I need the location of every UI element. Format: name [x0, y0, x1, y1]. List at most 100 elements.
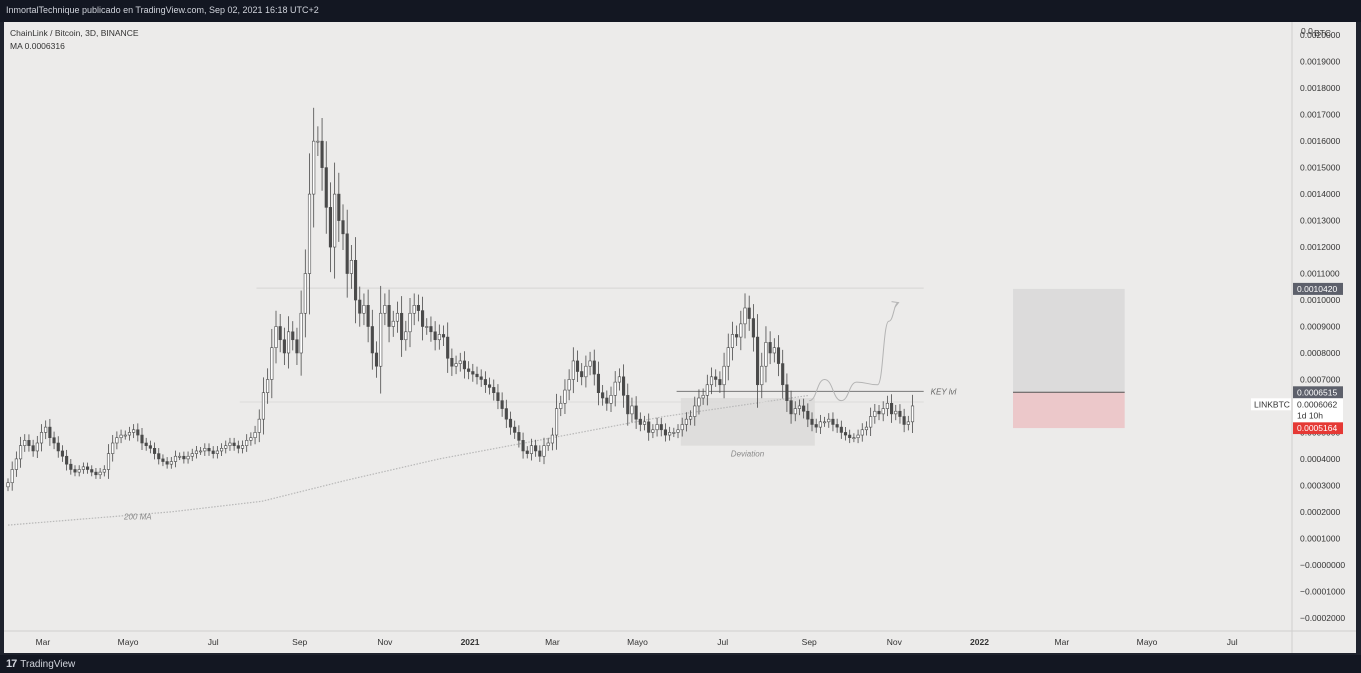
candle-body[interactable] [609, 395, 613, 404]
candle-body[interactable] [429, 326, 433, 333]
candle-body[interactable] [860, 429, 864, 436]
candle-body[interactable] [73, 469, 77, 473]
candle-body[interactable] [814, 424, 818, 428]
candle-body[interactable] [86, 466, 90, 470]
candle-body[interactable] [391, 320, 395, 327]
candle-body[interactable] [19, 445, 23, 460]
candle-body[interactable] [69, 463, 73, 470]
candle-body[interactable] [220, 447, 224, 452]
candle-body[interactable] [626, 395, 630, 415]
candle-body[interactable] [839, 426, 843, 433]
candle-body[interactable] [98, 471, 102, 476]
candle-body[interactable] [261, 392, 265, 420]
candle-body[interactable] [575, 360, 580, 372]
candle-body[interactable] [601, 392, 605, 399]
candle-body[interactable] [307, 193, 312, 274]
candle-body[interactable] [508, 418, 513, 428]
candle-body[interactable] [613, 381, 617, 396]
candle-body[interactable] [885, 402, 889, 409]
candle-body[interactable] [60, 450, 64, 457]
candle-body[interactable] [90, 469, 94, 473]
candle-body[interactable] [797, 405, 802, 409]
candle-body[interactable] [580, 371, 584, 378]
candle-body[interactable] [23, 440, 27, 446]
candle-body[interactable] [362, 305, 366, 314]
candle-body[interactable] [245, 440, 249, 446]
candle-body[interactable] [655, 424, 659, 431]
candle-body[interactable] [450, 357, 454, 367]
candle-body[interactable] [324, 167, 328, 208]
candle-body[interactable] [877, 410, 881, 415]
candle-body[interactable] [312, 140, 316, 195]
candle-body[interactable] [215, 450, 219, 454]
candle-body[interactable] [240, 445, 245, 449]
candle-body[interactable] [153, 447, 157, 454]
candle-body[interactable] [400, 312, 404, 341]
candle-body[interactable] [136, 429, 140, 436]
candle-body[interactable] [668, 432, 672, 436]
candle-body[interactable] [638, 418, 642, 425]
candle-body[interactable] [39, 432, 44, 444]
candle-body[interactable] [517, 432, 521, 441]
candle-body[interactable] [282, 339, 286, 354]
candle-body[interactable] [751, 318, 755, 338]
candle-body[interactable] [789, 400, 793, 415]
candle-body[interactable] [689, 416, 693, 420]
candle-body[interactable] [760, 365, 764, 386]
candle-body[interactable] [203, 447, 207, 452]
candle-body[interactable] [852, 437, 856, 440]
candle-body[interactable] [663, 429, 668, 436]
candle-body[interactable] [383, 305, 387, 314]
candle-body[interactable] [270, 347, 274, 380]
candle-body[interactable] [178, 455, 182, 458]
candle-body[interactable] [408, 312, 412, 333]
candle-body[interactable] [651, 429, 655, 433]
deviation-zone[interactable] [680, 397, 815, 446]
candle-body[interactable] [266, 379, 270, 393]
candle-body[interactable] [412, 305, 416, 314]
candle-body[interactable] [538, 450, 542, 457]
candle-body[interactable] [722, 365, 726, 386]
candle-body[interactable] [10, 469, 14, 484]
candle-body[interactable] [387, 305, 391, 327]
candle-body[interactable] [337, 193, 341, 221]
candle-body[interactable] [521, 440, 525, 452]
candle-body[interactable] [617, 376, 621, 383]
candle-body[interactable] [278, 326, 282, 341]
candle-body[interactable] [186, 455, 190, 460]
candle-body[interactable] [534, 445, 538, 452]
candle-body[interactable] [894, 410, 898, 415]
candle-body[interactable] [483, 379, 487, 386]
candle-body[interactable] [467, 368, 471, 372]
candle-body[interactable] [714, 376, 718, 380]
candle-body[interactable] [199, 450, 203, 453]
candle-body[interactable] [207, 447, 211, 452]
candle-body[interactable] [249, 437, 253, 441]
candle-body[interactable] [253, 432, 257, 439]
candle-body[interactable] [65, 455, 69, 465]
candle-body[interactable] [148, 445, 152, 449]
candle-body[interactable] [529, 445, 534, 454]
candle-body[interactable] [735, 334, 739, 338]
candle-body[interactable] [102, 469, 106, 473]
candle-body[interactable] [785, 384, 789, 401]
candle-body[interactable] [354, 260, 358, 301]
candle-body[interactable] [496, 392, 500, 401]
candle-body[interactable] [550, 434, 554, 444]
candle-body[interactable] [173, 455, 178, 462]
candle-body[interactable] [869, 416, 873, 428]
candle-body[interactable] [764, 342, 768, 367]
candle-body[interactable] [546, 442, 550, 446]
candle-body[interactable] [647, 421, 651, 433]
candle-body[interactable] [622, 376, 626, 396]
candle-body[interactable] [676, 429, 680, 433]
candle-body[interactable] [81, 466, 85, 470]
candle-body[interactable] [718, 379, 722, 386]
candle-body[interactable] [488, 384, 492, 388]
candle-body[interactable] [881, 408, 885, 415]
candle-body[interactable] [810, 418, 814, 425]
candle-body[interactable] [701, 395, 705, 399]
candle-body[interactable] [802, 405, 806, 412]
candle-body[interactable] [48, 426, 52, 439]
candle-body[interactable] [705, 384, 709, 396]
